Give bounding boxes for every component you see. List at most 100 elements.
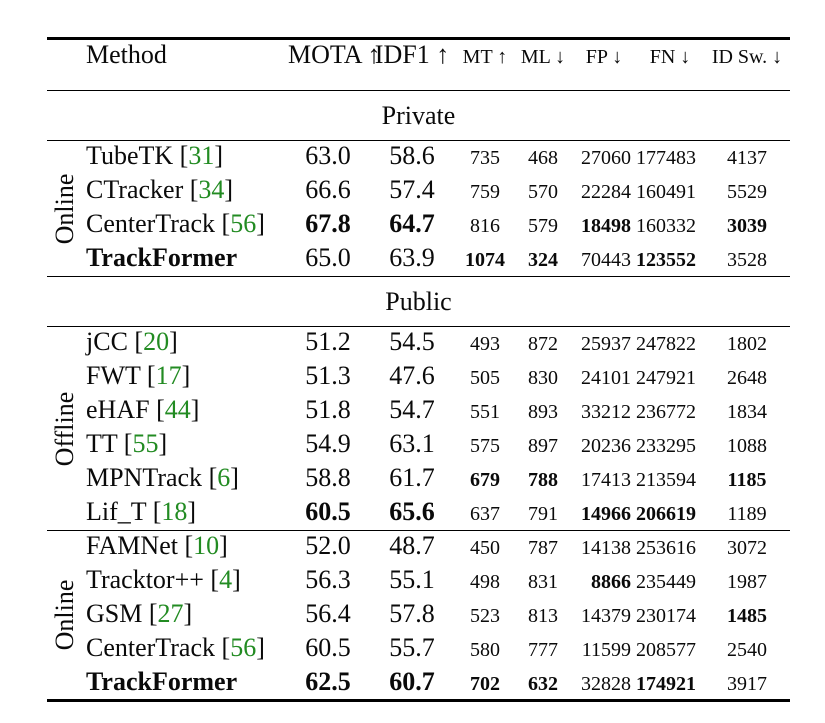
mota-value: 54.9	[305, 428, 351, 458]
method-name: TrackFormer	[86, 666, 238, 696]
table-row: FWT [17] 51.3 47.6 505 830 24101 247921 2648	[47, 361, 790, 395]
citation-ref[interactable]: 10	[193, 531, 220, 560]
table-row: CenterTrack [56] 60.5 55.7 580 777 11599 20857…	[47, 633, 790, 667]
mota-value: 63.0	[305, 141, 351, 170]
mota-value: 67.8	[305, 208, 351, 238]
section-title: Public	[385, 286, 452, 316]
fn-value: 160491	[636, 180, 696, 203]
ml-value: 872	[528, 333, 558, 355]
fp-value: 20236	[581, 434, 631, 457]
fn-value: 253616	[636, 537, 696, 559]
mt-value: 575	[470, 434, 500, 457]
idsw-value: 3039	[727, 214, 767, 237]
mt-value: 580	[470, 638, 500, 661]
mt-value: 1074	[465, 248, 505, 271]
citation-ref[interactable]: 4	[219, 564, 233, 594]
citation-ref[interactable]: 18	[161, 496, 188, 526]
ml-value: 632	[528, 672, 558, 695]
ml-value: 893	[528, 400, 558, 423]
ml-value: 324	[528, 248, 558, 271]
results-table: Method MOTA ↑ IDF1 ↑ MT ↑ ML ↓ FP ↓ FN ↓…	[47, 37, 790, 702]
citation-ref[interactable]: 56	[230, 632, 257, 662]
citation-ref[interactable]: 34	[198, 174, 225, 204]
table-row: Offline jCC [20] 51.2 54.5 493 872 25937 247822…	[47, 327, 790, 466]
idsw-value: 3917	[727, 672, 767, 695]
fn-value: 208577	[636, 638, 696, 661]
method-name: eHAF [44]	[86, 394, 200, 424]
method-name: CenterTrack [56]	[86, 208, 265, 238]
mota-value: 56.3	[305, 564, 351, 594]
idf1-value: 63.9	[389, 242, 435, 272]
section-title-row: Public	[47, 276, 790, 327]
group-label: Online	[47, 141, 83, 277]
citation-ref[interactable]: 44	[164, 394, 191, 424]
ml-value: 831	[528, 570, 558, 593]
idf1-value: 61.7	[389, 462, 435, 492]
group-label-text: Online	[50, 173, 79, 244]
idsw-value: 4137	[727, 147, 767, 169]
table-row: TrackFormer 62.5 60.7 702 632 32828 174921 3917	[47, 667, 790, 701]
method-name: FAMNet [10]	[86, 531, 228, 560]
section-title: Private	[381, 100, 456, 130]
ml-value: 813	[528, 604, 558, 627]
citation-ref[interactable]: 56	[230, 208, 257, 238]
fn-value: 230174	[636, 604, 696, 627]
group-label: Online	[47, 531, 83, 701]
idf1-value: 65.6	[389, 496, 435, 526]
mt-value: 702	[470, 672, 500, 695]
fp-value: 25937	[581, 333, 631, 355]
citation-ref[interactable]: 55	[132, 428, 159, 458]
mota-value: 62.5	[305, 666, 351, 696]
mt-value: 679	[470, 468, 500, 491]
fn-column-header: FN ↓	[649, 46, 691, 68]
mota-value: 56.4	[305, 598, 351, 628]
idsw-value: 1834	[727, 400, 767, 423]
mota-value: 58.8	[305, 462, 351, 492]
fp-value: 18498	[581, 214, 631, 237]
fp-value: 14966	[581, 502, 631, 525]
ml-value: 830	[528, 366, 558, 389]
idf1-value: 57.8	[389, 598, 435, 628]
mt-value: 493	[470, 333, 500, 355]
fn-value: 123552	[636, 248, 696, 271]
mota-value: 60.5	[305, 496, 351, 526]
fp-value: 11599	[581, 638, 631, 661]
citation-ref[interactable]: 6	[217, 462, 231, 492]
mt-column-header: MT ↑	[462, 46, 508, 68]
method-name: CenterTrack [56]	[86, 632, 265, 662]
mota-value: 65.0	[305, 242, 351, 272]
group-column-header	[47, 39, 83, 91]
table-header-row: Method MOTA ↑ IDF1 ↑ MT ↑ ML ↓ FP ↓ FN ↓…	[47, 39, 790, 91]
idf1-value: 55.1	[389, 564, 435, 594]
table-row: TT [55] 54.9 63.1 575 897 20236 233295 1088	[47, 429, 790, 463]
citation-ref[interactable]: 17	[155, 360, 182, 390]
fn-value: 247822	[636, 333, 696, 355]
method-column-header: Method	[86, 40, 167, 69]
idf1-value: 58.6	[389, 141, 435, 170]
mt-value: 735	[470, 147, 500, 169]
method-name: jCC [20]	[86, 327, 178, 356]
fn-value: 174921	[636, 672, 696, 695]
ml-column-header: ML ↓	[520, 46, 566, 68]
method-name: Tracktor++ [4]	[86, 564, 241, 594]
fn-value: 247921	[636, 366, 696, 389]
citation-ref[interactable]: 27	[157, 598, 184, 628]
mt-value: 551	[470, 400, 500, 423]
idf1-value: 55.7	[389, 632, 435, 662]
idsw-value: 1185	[727, 468, 767, 491]
table-row: eHAF [44] 51.8 54.7 551 893 33212 236772 1834	[47, 395, 790, 429]
idsw-value: 1485	[727, 604, 767, 627]
method-name: GSM [27]	[86, 598, 193, 628]
citation-ref[interactable]: 20	[143, 327, 170, 356]
idf1-value: 57.4	[389, 174, 435, 204]
citation-ref[interactable]: 31	[188, 141, 215, 170]
fp-value: 14379	[581, 604, 631, 627]
idf1-value: 47.6	[389, 360, 435, 390]
idf1-column-header: IDF1 ↑	[374, 40, 450, 69]
ml-value: 788	[528, 468, 558, 491]
mt-value: 450	[470, 537, 500, 559]
idf1-value: 60.7	[389, 666, 435, 696]
idsw-value: 3528	[727, 248, 767, 271]
method-name: TrackFormer	[86, 242, 238, 272]
